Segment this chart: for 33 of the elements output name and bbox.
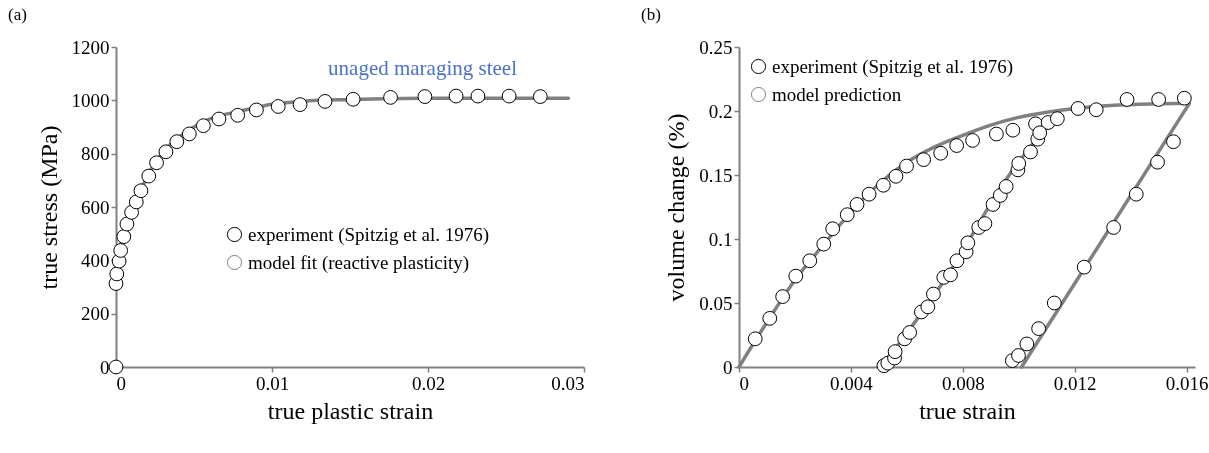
x-tick-label: 0.008 <box>941 372 985 394</box>
legend-label: model prediction <box>772 83 902 105</box>
legend-label: model fit (reactive plasticity) <box>248 251 470 274</box>
y-tick-label: 0.1 <box>708 228 733 250</box>
x-axis-title: true plastic strain <box>267 397 434 424</box>
y-tick-label: 1000 <box>71 89 110 111</box>
y-tick-label: 400 <box>81 249 110 271</box>
x-tick-label: 0.02 <box>411 372 446 394</box>
y-tick-label: 0.15 <box>699 164 733 186</box>
x-tick-label: 0.01 <box>255 372 290 394</box>
y-tick-label: 800 <box>81 143 110 165</box>
chart-title: (a) <box>8 5 27 24</box>
y-tick-label: 1200 <box>71 36 110 58</box>
y-tick-label: 0 <box>100 356 110 378</box>
chart-title: (b) <box>641 5 661 24</box>
x-axis-title: true strain <box>919 397 1016 424</box>
legend-label: experiment (Spitzig et al. 1976) <box>248 223 490 246</box>
y-axis-title: volume change (%) <box>663 113 690 302</box>
x-tick-label: 0 <box>739 372 749 394</box>
y-tick-label: 600 <box>81 196 110 218</box>
x-tick-label: 0.012 <box>1053 372 1097 394</box>
x-tick-label: 0.016 <box>1165 372 1209 394</box>
y-tick-label: 0.2 <box>708 100 733 122</box>
y-tick-label: 0 <box>723 356 733 378</box>
x-tick-label: 0.004 <box>830 372 874 394</box>
y-tick-label: 0.25 <box>699 36 733 58</box>
y-axis-title: true stress (MPa) <box>35 125 62 290</box>
x-tick-label: 0.03 <box>551 372 585 394</box>
legend-label: experiment (Spitzig et al. 1976) <box>772 55 1014 78</box>
x-tick-label: 0 <box>116 372 126 394</box>
annotation: unaged maraging steel <box>328 56 518 80</box>
y-tick-label: 0.05 <box>699 292 733 314</box>
y-tick-label: 200 <box>81 303 110 325</box>
